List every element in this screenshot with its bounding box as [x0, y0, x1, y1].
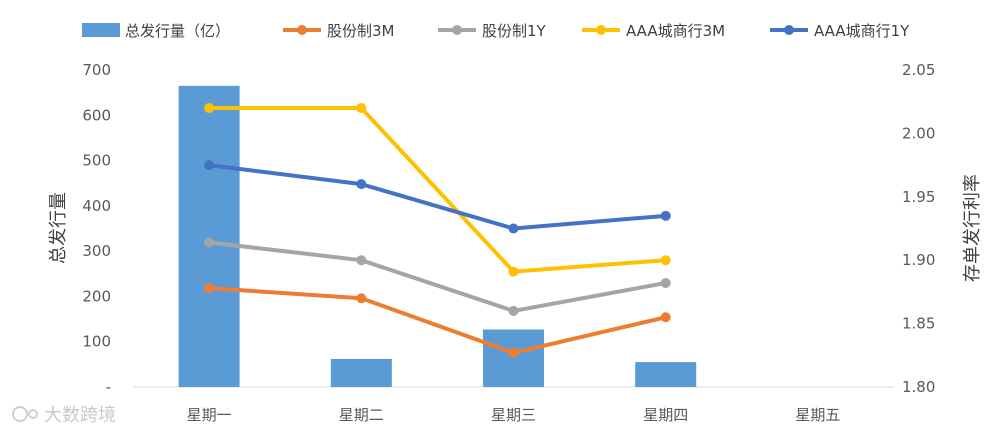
axes: 星期一 星期二 星期三 星期四 星期五 - 100 200 300 400 500 600 700 1.8…: [82, 61, 935, 424]
legend-label: 总发行量（亿）: [125, 22, 230, 40]
line-series: [204, 103, 671, 277]
bar: [483, 329, 544, 387]
left-y-tick-label: 100: [82, 333, 111, 351]
bar-series: [178, 85, 697, 387]
legend-swatch-marker: [596, 25, 606, 35]
right-y-tick-label: 1.90: [902, 251, 935, 269]
data-point: [508, 347, 519, 358]
left-y-tick-label: 500: [82, 152, 111, 170]
data-point: [508, 266, 519, 277]
series-line: [207, 240, 668, 313]
x-tick-label: 星期五: [795, 406, 840, 424]
bar: [178, 85, 240, 387]
legend-swatch-marker: [452, 25, 462, 35]
data-point: [356, 179, 367, 190]
left-y-tick-label: -: [106, 378, 111, 396]
watermark-logo-icon-dot: [28, 409, 38, 419]
left-y-tick-label: 600: [82, 106, 111, 124]
legend-item: AAA城商行3M: [582, 22, 725, 40]
data-point: [204, 103, 215, 114]
data-point: [660, 210, 671, 221]
right-y-tick-label: 1.95: [902, 188, 935, 206]
data-point: [356, 103, 367, 114]
legend-item: AAA城商行1Y: [770, 22, 910, 40]
left-y-tick-label: 200: [82, 287, 111, 305]
left-axis-title: 总发行量: [48, 192, 69, 264]
right-axis-title: 存单发行利率: [962, 174, 983, 282]
legend-label: 股份制3M: [327, 22, 395, 40]
data-point: [204, 160, 215, 171]
legend-label: 股份制1Y: [482, 22, 547, 40]
right-y-tick-label: 2.05: [902, 61, 935, 79]
left-y-tick-label: 300: [82, 242, 111, 260]
legend-swatch-marker: [784, 25, 794, 35]
data-point: [660, 255, 671, 266]
x-tick-label: 星期三: [491, 406, 536, 424]
data-point: [356, 293, 367, 304]
series-line: [207, 163, 668, 231]
data-point: [204, 283, 215, 294]
left-y-tick-label: 400: [82, 197, 111, 215]
x-tick-label: 星期一: [187, 406, 232, 424]
line-series: [204, 283, 671, 358]
data-point: [508, 305, 519, 316]
series-line: [207, 286, 668, 355]
legend-swatch-marker: [297, 25, 307, 35]
legend: 总发行量（亿） 股份制3M 股份制1Y AAA城商行3M AAA城商行1Y: [82, 22, 910, 40]
legend-label: AAA城商行1Y: [814, 22, 910, 40]
legend-item: 股份制3M: [283, 22, 395, 40]
line-series: [204, 237, 671, 316]
line-series: [204, 160, 671, 234]
legend-item: 股份制1Y: [438, 22, 547, 40]
left-y-tick-label: 700: [82, 61, 111, 79]
legend-label: AAA城商行3M: [626, 22, 725, 40]
watermark-text: 大数跨境: [44, 405, 116, 426]
legend-item: 总发行量（亿）: [82, 22, 230, 40]
data-point: [356, 255, 367, 266]
data-point: [204, 237, 215, 248]
right-y-tick-label: 2.00: [902, 124, 935, 142]
bar: [635, 362, 697, 387]
x-tick-label: 星期四: [643, 406, 688, 424]
data-point: [508, 223, 519, 234]
watermark: 大数跨境: [12, 405, 116, 426]
series-line: [207, 106, 668, 274]
legend-swatch-bar: [82, 23, 120, 37]
right-y-tick-label: 1.80: [902, 378, 935, 396]
line-series-group: [204, 103, 671, 358]
data-point: [660, 312, 671, 323]
watermark-logo-icon: [12, 406, 28, 422]
data-point: [660, 278, 671, 289]
right-y-tick-label: 1.85: [902, 315, 935, 333]
x-tick-label: 星期二: [339, 406, 384, 424]
bar: [330, 358, 392, 387]
